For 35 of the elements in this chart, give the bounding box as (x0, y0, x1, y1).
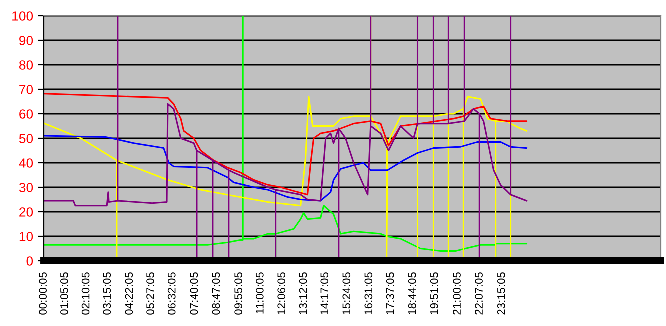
x-tick-label: 06:32:05 (168, 272, 176, 315)
x-tick-label: 22:07:05 (475, 272, 483, 315)
x-tick-label: 17:37:05 (386, 272, 394, 315)
x-tick-label: 23:15:05 (497, 272, 506, 315)
x-tick-label: 15:24:05 (342, 272, 351, 315)
x-tick-label: 14:17:05 (320, 272, 329, 315)
x-tick-label: 21:00:05 (453, 272, 461, 315)
y-tick-label: 60 (20, 110, 34, 119)
x-tick-label: 02:10:05 (82, 272, 90, 315)
y-tick-label: 90 (20, 36, 34, 46)
y-tick-label: 50 (19, 134, 34, 144)
x-tick-label: 01:05:05 (60, 272, 68, 315)
x-tick-label: 13:12:05 (299, 272, 308, 315)
x-tick-label: 11:00:05 (256, 272, 264, 314)
x-tick-label: 03:15:05 (103, 272, 112, 315)
x-tick-label: 05:27:05 (146, 272, 154, 315)
x-tick-label: 04:22:05 (125, 272, 134, 315)
x-tick-label: 08:47:05 (212, 272, 220, 315)
y-tick-label: 20 (20, 208, 34, 217)
y-tick-label: 80 (19, 60, 34, 70)
y-tick-label: 30 (19, 183, 34, 192)
x-tick-label: 00:00:05 (39, 272, 48, 315)
x-tick-label: 18:44:05 (408, 272, 416, 315)
y-tick-label: 40 (19, 158, 34, 168)
y-tick-label: 10 (20, 232, 34, 242)
x-tick-label: 07:40:05 (190, 272, 198, 315)
line-series (44, 93, 528, 196)
y-tick-label: 70 (20, 85, 34, 94)
x-tick-label: 19:51:05 (430, 272, 438, 315)
y-tick-label: 100 (12, 12, 34, 21)
x-tick-label: 16:31:05 (364, 272, 373, 315)
x-tick-label: 12:06:05 (278, 272, 286, 315)
x-tick-label: 09:55:05 (234, 272, 242, 315)
line-series (44, 135, 528, 202)
y-tick-label: 0 (26, 256, 34, 266)
